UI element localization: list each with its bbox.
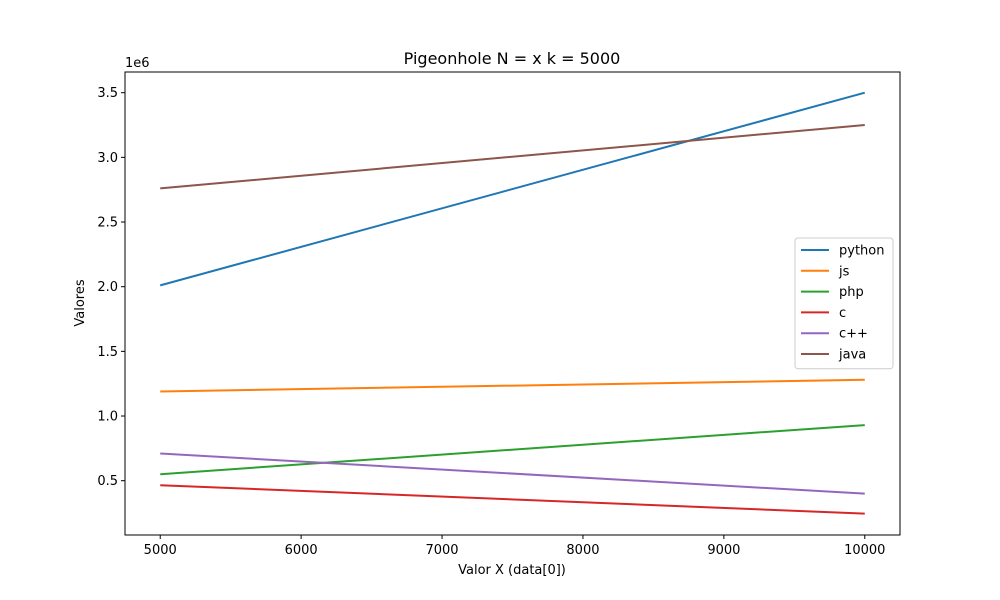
series-line-c++: [160, 452, 865, 495]
x-tick-label: 6000: [285, 543, 318, 558]
x-tick-label: 10000: [844, 543, 885, 558]
axes-frame: [124, 71, 901, 536]
series-line-python: [159, 91, 866, 287]
legend-label: php: [839, 285, 864, 300]
y-axis-label: Valores: [73, 279, 88, 326]
y-tick-label: 1.0: [97, 410, 118, 425]
y-tick-label: 3.0: [97, 151, 118, 166]
y-offset-label: 1e6: [125, 56, 150, 71]
series-line-java: [160, 124, 865, 190]
x-tick-label: 9000: [707, 543, 740, 558]
legend-label: js: [838, 264, 850, 279]
y-axis: 0.5 1.0 1.5 2.0 2.5 3.0 3.5: [97, 86, 125, 489]
x-axis-label: Valor X (data[0]): [458, 563, 566, 578]
legend-label: c++: [839, 327, 868, 342]
legend-label: c: [839, 306, 846, 321]
x-tick-label: 8000: [566, 543, 599, 558]
y-tick-label: 2.5: [97, 216, 118, 231]
y-tick-label: 1.5: [97, 345, 118, 360]
series-lines: [159, 91, 866, 515]
y-tick-label: 0.5: [97, 474, 118, 489]
series-line-c: [160, 484, 865, 515]
x-axis: 5000 6000 7000 8000 9000 10000: [144, 535, 885, 558]
x-tick-label: 7000: [425, 543, 458, 558]
chart-title: Pigeonhole N = x k = 5000: [404, 49, 621, 68]
y-tick-label: 2.0: [97, 280, 118, 295]
legend-label: python: [839, 244, 884, 259]
x-tick-label: 5000: [144, 543, 177, 558]
legend: python js php c c++ java: [794, 237, 894, 370]
y-tick-label: 3.5: [97, 86, 118, 101]
series-line-php: [160, 424, 865, 476]
legend-label: java: [838, 348, 866, 363]
series-line-js: [160, 378, 865, 393]
